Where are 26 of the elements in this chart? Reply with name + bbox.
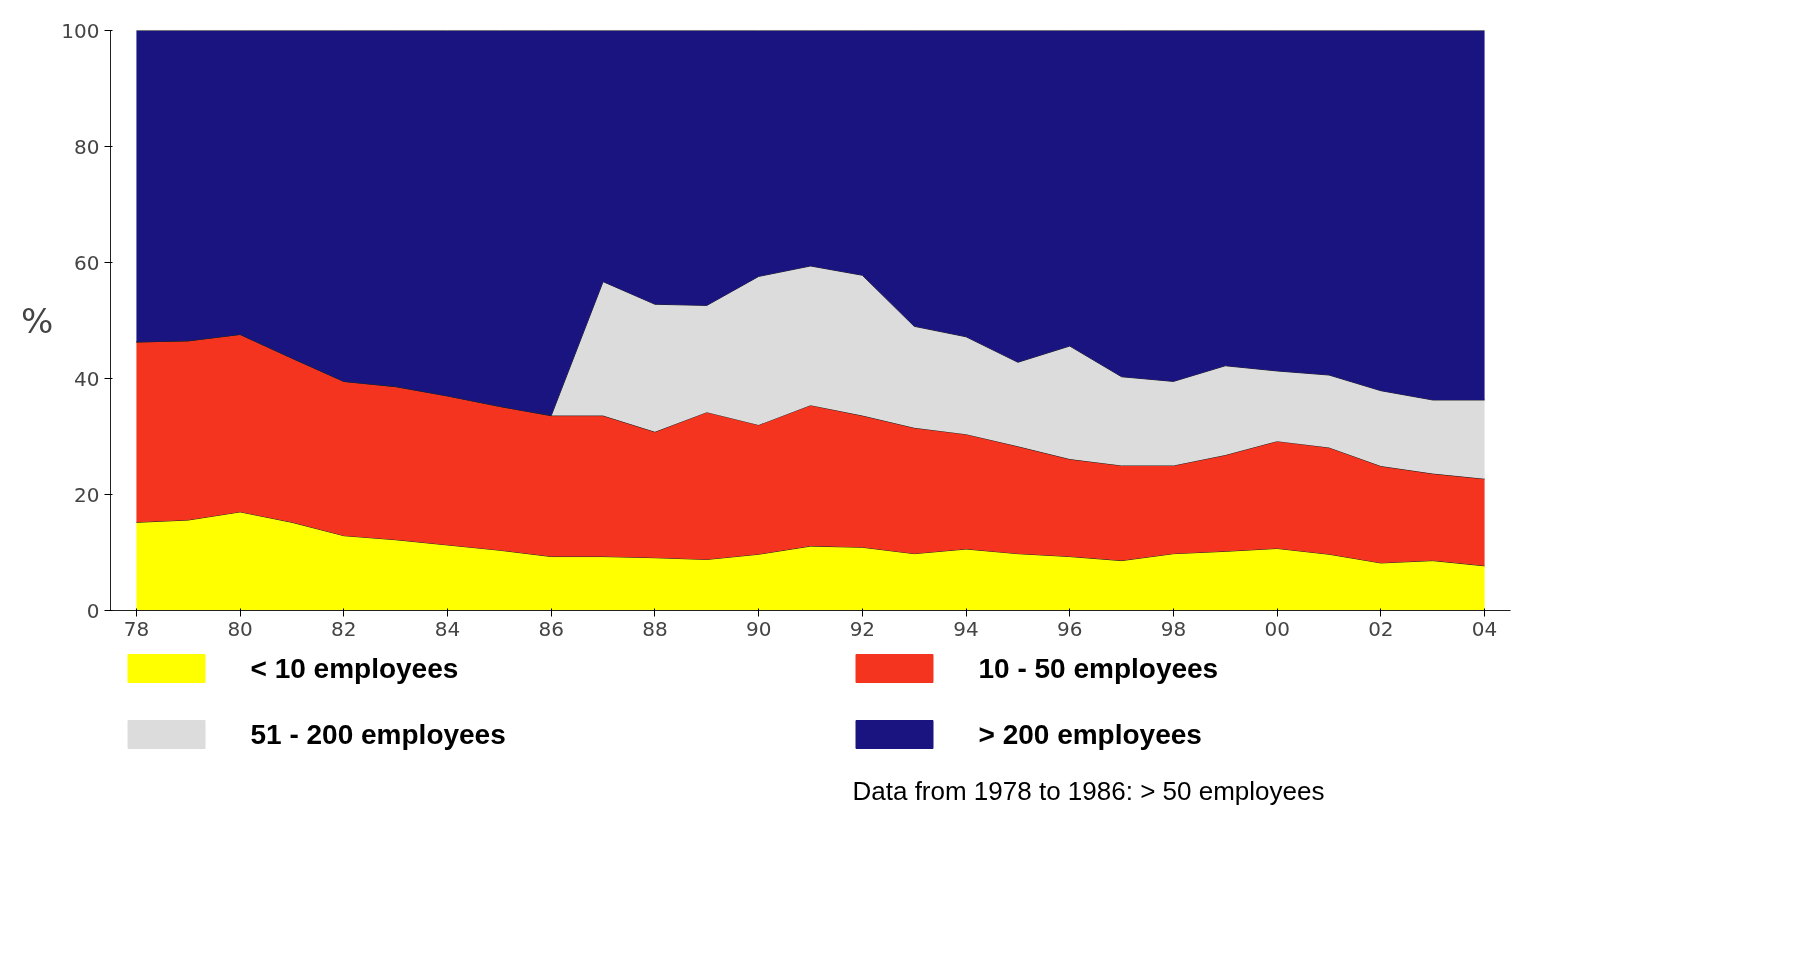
x-tick-label: 98 [1160,616,1187,641]
x-tick-label: 86 [538,616,564,641]
legend-label: 51 - 200 employees [250,719,506,750]
y-axis-title: % [21,300,54,341]
x-tick-label: 78 [123,616,150,641]
y-tick-label: 60 [74,250,100,275]
x-tick-label: 02 [1368,616,1394,641]
y-tick-label: 80 [74,134,100,159]
x-tick-label: 88 [642,616,668,641]
x-tick-label: 84 [434,616,461,641]
y-tick-label: 0 [86,598,100,623]
x-tick-label: 82 [331,616,357,641]
legend-label: 10 - 50 employees [978,653,1219,684]
x-tick-label: 90 [745,616,772,641]
legend-label: > 200 employees [978,719,1202,750]
text: Data from 1978 to 1986: > 50 employees [852,775,1325,806]
x-tick-label: 94 [953,616,979,641]
x-tick-label: 80 [227,616,253,641]
x-tick-label: 92 [849,616,876,641]
legend-label: < 10 employees [250,653,459,684]
x-tick-label: 96 [1057,616,1083,641]
x-tick-label: 04 [1471,616,1498,641]
x-tick-label: 00 [1264,616,1290,641]
y-tick-label: 100 [61,18,100,43]
y-tick-label: 20 [74,482,100,507]
y-tick-label: 40 [74,366,100,391]
